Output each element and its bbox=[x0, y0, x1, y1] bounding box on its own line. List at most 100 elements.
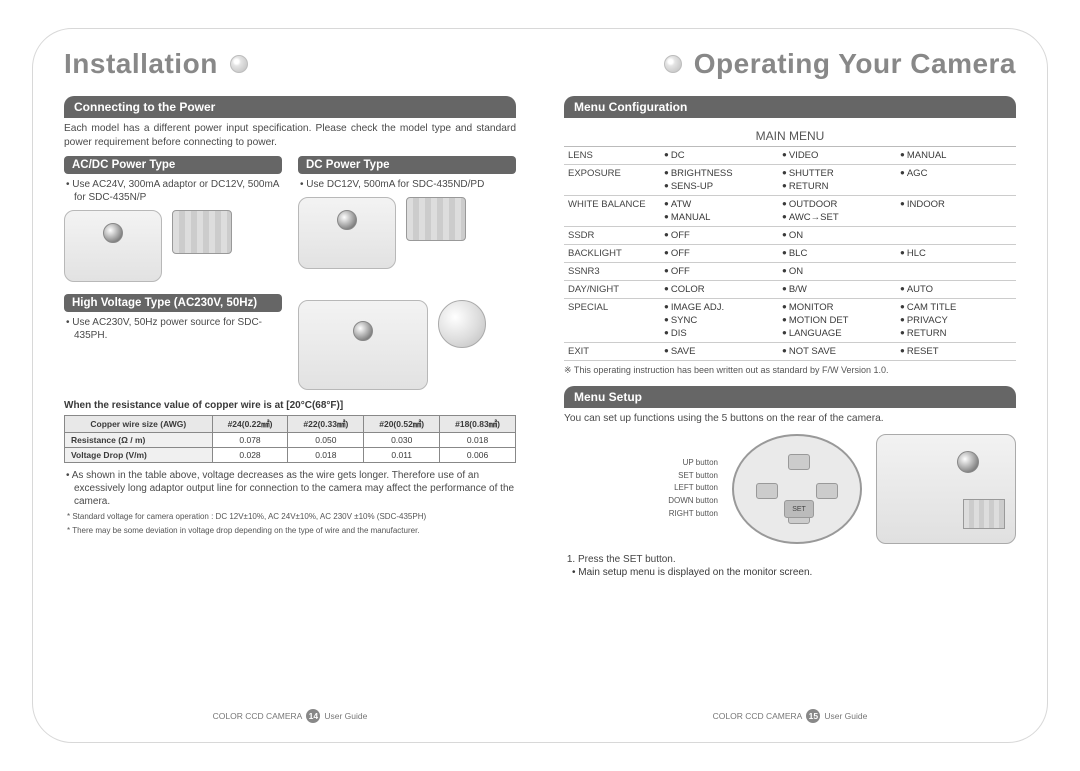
setup-steps: Press the SET button. bbox=[564, 554, 1016, 567]
dc-diagram bbox=[298, 197, 516, 269]
footnote-2: There may be some deviation in voltage d… bbox=[64, 526, 516, 536]
acdc-column: AC/DC Power Type Use AC24V, 300mA adapto… bbox=[64, 156, 282, 282]
hv-bullet: Use AC230V, 50Hz power source for SDC-43… bbox=[64, 316, 282, 342]
menu-option: CAM TITLE bbox=[900, 302, 1012, 313]
section-header-connecting: Connecting to the Power bbox=[64, 96, 516, 118]
menu-option: BRIGHTNESS bbox=[664, 168, 776, 179]
menu-option: MANUAL bbox=[900, 150, 1012, 161]
menu-option: RETURN bbox=[900, 328, 1012, 339]
footnote-1: Standard voltage for camera operation : … bbox=[64, 512, 516, 522]
menu-option: HLC bbox=[900, 248, 1012, 259]
footer-guide: User Guide bbox=[824, 711, 867, 721]
menu-options: OFF ON bbox=[660, 227, 1016, 245]
right-page: Operating Your Camera Menu Configuration… bbox=[564, 48, 1016, 723]
cell: 0.028 bbox=[212, 447, 288, 462]
col-head: #24(0.22㎟) bbox=[212, 415, 288, 432]
menu-option: LANGUAGE bbox=[782, 328, 894, 339]
footer-product: COLOR CCD CAMERA bbox=[713, 711, 803, 721]
page-number: 15 bbox=[806, 709, 820, 723]
camera-back-icon bbox=[64, 210, 162, 282]
terminal-block-icon bbox=[406, 197, 466, 241]
menu-key: SSNR3 bbox=[564, 263, 660, 281]
up-button-icon bbox=[788, 454, 810, 470]
menu-option: SAVE bbox=[664, 346, 776, 357]
menu-option: INDOOR bbox=[900, 199, 1012, 210]
cell: 0.018 bbox=[440, 432, 516, 447]
menu-option: ON bbox=[782, 266, 894, 277]
table-header-row: Copper wire size (AWG) #24(0.22㎟) #22(0.… bbox=[65, 415, 516, 432]
menu-options: ATWOUTDOORINDOORMANUALAWC→SET bbox=[660, 196, 1016, 227]
menu-option: ON bbox=[782, 230, 894, 241]
menu-row: EXITSAVENOT SAVERESET bbox=[564, 343, 1016, 361]
chapter-title-text: Operating Your Camera bbox=[694, 48, 1016, 80]
menu-row: SSDROFFON bbox=[564, 227, 1016, 245]
cell: 0.050 bbox=[288, 432, 364, 447]
menu-key: WHITE BALANCE bbox=[564, 196, 660, 227]
table-row: Resistance (Ω / m) 0.078 0.050 0.030 0.0… bbox=[65, 432, 516, 447]
camera-rear-icon bbox=[876, 434, 1016, 544]
step-1: Press the SET button. bbox=[578, 554, 1016, 565]
menu-row: LENSDCVIDEOMANUAL bbox=[564, 147, 1016, 165]
acdc-diagram bbox=[64, 210, 282, 282]
menu-options: IMAGE ADJ.MONITORCAM TITLESYNCMOTION DET… bbox=[660, 299, 1016, 343]
chapter-title-text: Installation bbox=[64, 48, 218, 80]
menu-option: OUTDOOR bbox=[782, 199, 894, 210]
menu-key: EXPOSURE bbox=[564, 165, 660, 196]
row-head: Voltage Drop (V/m) bbox=[65, 447, 213, 462]
main-menu-title: MAIN MENU bbox=[564, 126, 1016, 147]
menu-options: BRIGHTNESSSHUTTERAGCSENS-UPRETURN bbox=[660, 165, 1016, 196]
menu-row: WHITE BALANCEATWOUTDOORINDOORMANUALAWC→S… bbox=[564, 196, 1016, 227]
cell: 0.078 bbox=[212, 432, 288, 447]
dc-header: DC Power Type bbox=[298, 156, 516, 174]
menu-option: AWC→SET bbox=[782, 212, 894, 223]
menu-row: SPECIALIMAGE ADJ.MONITORCAM TITLESYNCMOT… bbox=[564, 299, 1016, 343]
menu-option: MANUAL bbox=[664, 212, 776, 223]
right-button-icon bbox=[816, 483, 838, 499]
menu-note: This operating instruction has been writ… bbox=[564, 365, 1016, 376]
page-footer-left: COLOR CCD CAMERA 14 User Guide bbox=[64, 709, 516, 723]
hv-header: High Voltage Type (AC230V, 50Hz) bbox=[64, 294, 282, 312]
menu-key: DAY/NIGHT bbox=[564, 281, 660, 299]
title-dot-icon bbox=[664, 55, 682, 73]
page-number: 14 bbox=[306, 709, 320, 723]
rear-panel-illustration: UP button SET button LEFT button DOWN bu… bbox=[564, 434, 1016, 544]
col-head: #18(0.83㎟) bbox=[440, 415, 516, 432]
menu-option: COLOR bbox=[664, 284, 776, 295]
col-head: #20(0.52㎟) bbox=[364, 415, 440, 432]
menu-option: OFF bbox=[664, 230, 776, 241]
menu-option: SHUTTER bbox=[782, 168, 894, 179]
menu-option: AUTO bbox=[900, 284, 1012, 295]
table-note: As shown in the table above, voltage dec… bbox=[64, 469, 516, 508]
set-button-icon: SET bbox=[784, 500, 814, 518]
menu-option: DIS bbox=[664, 328, 776, 339]
row-head: Resistance (Ω / m) bbox=[65, 432, 213, 447]
menu-option: IMAGE ADJ. bbox=[664, 302, 776, 313]
terminal-block-icon bbox=[172, 210, 232, 254]
menu-option: SENS-UP bbox=[664, 181, 776, 192]
menu-option: RESET bbox=[900, 346, 1012, 357]
wire-resistance-table: Copper wire size (AWG) #24(0.22㎟) #22(0.… bbox=[64, 415, 516, 463]
menu-option: MOTION DET bbox=[782, 315, 894, 326]
menu-options: COLORB/WAUTO bbox=[660, 281, 1016, 299]
dc-bullet: Use DC12V, 500mA for SDC-435ND/PD bbox=[298, 178, 516, 191]
camera-back-icon bbox=[298, 197, 396, 269]
menu-option: PRIVACY bbox=[900, 315, 1012, 326]
label-left: LEFT button bbox=[668, 482, 718, 495]
cell: 0.011 bbox=[364, 447, 440, 462]
menu-options: SAVE NOT SAVE RESET bbox=[660, 343, 1016, 361]
hv-column: High Voltage Type (AC230V, 50Hz) Use AC2… bbox=[64, 294, 282, 390]
menu-option: NOT SAVE bbox=[782, 346, 894, 357]
menu-option: AGC bbox=[900, 168, 1012, 179]
hv-diagram-column bbox=[298, 294, 516, 390]
menu-key: LENS bbox=[564, 147, 660, 165]
menu-option: SYNC bbox=[664, 315, 776, 326]
table-row: Voltage Drop (V/m) 0.028 0.018 0.011 0.0… bbox=[65, 447, 516, 462]
button-label-list: UP button SET button LEFT button DOWN bu… bbox=[668, 457, 718, 521]
power-plug-icon bbox=[438, 300, 486, 348]
dc-column: DC Power Type Use DC12V, 500mA for SDC-4… bbox=[298, 156, 516, 282]
chapter-title-left: Installation bbox=[64, 48, 516, 80]
title-dot-icon bbox=[230, 55, 248, 73]
menu-option: OFF bbox=[664, 266, 776, 277]
cell: 0.018 bbox=[288, 447, 364, 462]
acdc-header: AC/DC Power Type bbox=[64, 156, 282, 174]
